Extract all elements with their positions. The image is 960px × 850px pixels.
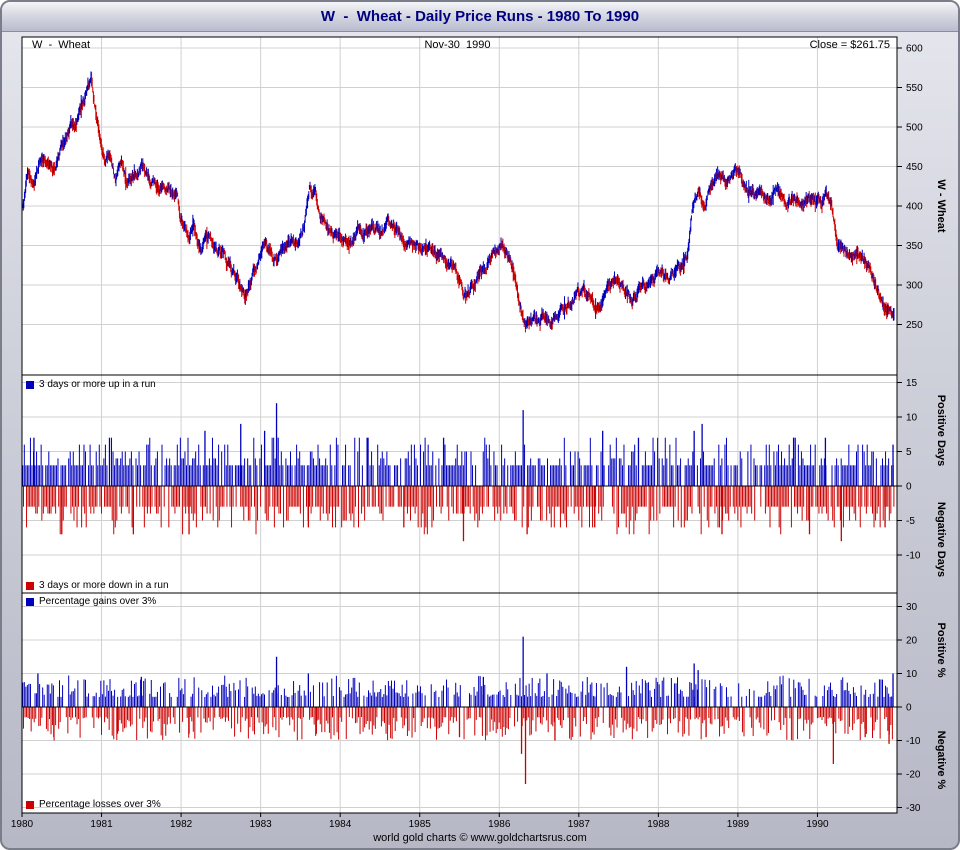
blue-swatch-icon — [26, 380, 34, 389]
svg-text:1990: 1990 — [806, 819, 829, 830]
legend-down-runs: 3 days or more down in a run — [26, 580, 169, 591]
svg-text:1987: 1987 — [568, 819, 591, 830]
svg-text:Positive %: Positive % — [935, 622, 947, 677]
svg-text:-10: -10 — [906, 551, 921, 562]
window-title: W - Wheat - Daily Price Runs - 1980 To 1… — [2, 2, 958, 32]
legend-losses-pct-label: Percentage losses over 3% — [39, 799, 161, 810]
svg-text:20: 20 — [906, 636, 918, 647]
svg-text:1983: 1983 — [250, 819, 273, 830]
svg-text:550: 550 — [906, 83, 923, 94]
svg-text:1982: 1982 — [170, 819, 193, 830]
svg-text:Negative %: Negative % — [935, 731, 947, 790]
blue-swatch-icon — [26, 597, 34, 606]
svg-text:450: 450 — [906, 162, 923, 173]
legend-up-runs: 3 days or more up in a run — [26, 379, 156, 390]
red-swatch-icon — [26, 581, 34, 590]
svg-text:30: 30 — [906, 602, 918, 613]
svg-text:Positive Days: Positive Days — [935, 395, 947, 467]
date-label: Nov-30 1990 — [424, 39, 491, 51]
window-title-text: W - Wheat - Daily Price Runs - 1980 To 1… — [320, 8, 640, 25]
svg-text:5: 5 — [906, 447, 912, 458]
svg-text:W - Wheat: W - Wheat — [935, 179, 947, 232]
svg-text:1989: 1989 — [727, 819, 750, 830]
svg-text:15: 15 — [906, 378, 918, 389]
svg-text:-20: -20 — [906, 770, 921, 781]
svg-text:-10: -10 — [906, 736, 921, 747]
svg-text:Negative Days: Negative Days — [935, 502, 947, 577]
svg-text:10: 10 — [906, 669, 918, 680]
svg-text:0: 0 — [906, 482, 912, 493]
svg-text:400: 400 — [906, 202, 923, 213]
red-swatch-icon — [26, 800, 34, 809]
svg-text:300: 300 — [906, 281, 923, 292]
instrument-label: W - Wheat — [32, 39, 91, 51]
legend-losses-pct: Percentage losses over 3% — [26, 799, 161, 810]
svg-text:-30: -30 — [906, 803, 921, 814]
svg-text:1985: 1985 — [409, 819, 432, 830]
svg-text:-5: -5 — [906, 516, 915, 527]
svg-text:350: 350 — [906, 241, 923, 252]
legend-gains-pct-label: Percentage gains over 3% — [39, 596, 157, 607]
svg-text:600: 600 — [906, 44, 923, 55]
svg-text:0: 0 — [906, 703, 912, 714]
legend-gains-pct: Percentage gains over 3% — [26, 596, 156, 607]
svg-text:1980: 1980 — [11, 819, 34, 830]
close-label: Close = $261.75 — [809, 39, 890, 51]
legend-up-runs-label: 3 days or more up in a run — [39, 379, 156, 390]
svg-text:1984: 1984 — [329, 819, 352, 830]
svg-text:1986: 1986 — [488, 819, 511, 830]
legend-down-runs-label: 3 days or more down in a run — [39, 580, 169, 591]
svg-text:10: 10 — [906, 413, 918, 424]
footer-credit: world gold charts © www.goldchartsrus.co… — [373, 832, 587, 844]
svg-text:1981: 1981 — [90, 819, 113, 830]
svg-text:500: 500 — [906, 123, 923, 134]
svg-text:1988: 1988 — [647, 819, 670, 830]
svg-text:250: 250 — [906, 320, 923, 331]
